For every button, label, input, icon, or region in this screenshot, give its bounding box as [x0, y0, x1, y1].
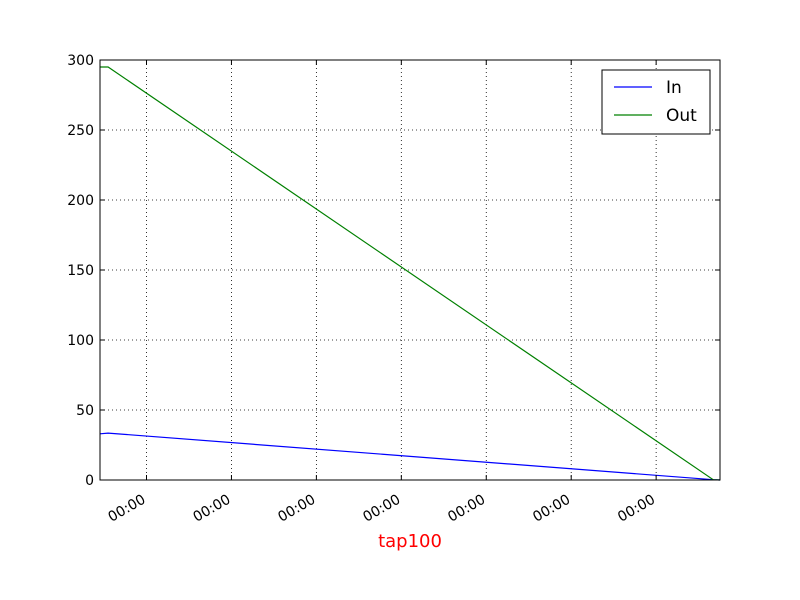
y-tick-label: 300 [67, 53, 94, 69]
legend-label-in: In [666, 78, 682, 98]
x-tick-label: 00:00 [445, 492, 488, 526]
x-axis-label: tap100 [378, 531, 442, 552]
x-tick-label: 00:00 [106, 492, 149, 526]
y-tick-label: 50 [76, 403, 94, 419]
series-line-in [99, 432, 721, 481]
x-tick-label: 00:00 [530, 492, 573, 526]
legend-box [601, 69, 711, 135]
y-tick-label: 100 [67, 333, 94, 349]
x-tick-label: 00:00 [190, 492, 233, 526]
x-tick-label: 00:00 [615, 492, 658, 526]
y-tick-label: 200 [67, 193, 94, 209]
x-tick-label: 00:00 [275, 492, 318, 526]
y-axis: 0 50 100 150 200 250 300 [67, 53, 720, 489]
y-tick-label: 150 [67, 263, 94, 279]
legend: In Out [601, 69, 711, 135]
x-tick-label: 00:00 [360, 492, 403, 526]
legend-label-out: Out [666, 106, 697, 126]
y-tick-label: 250 [67, 123, 94, 139]
y-tick-label: 0 [85, 473, 94, 489]
